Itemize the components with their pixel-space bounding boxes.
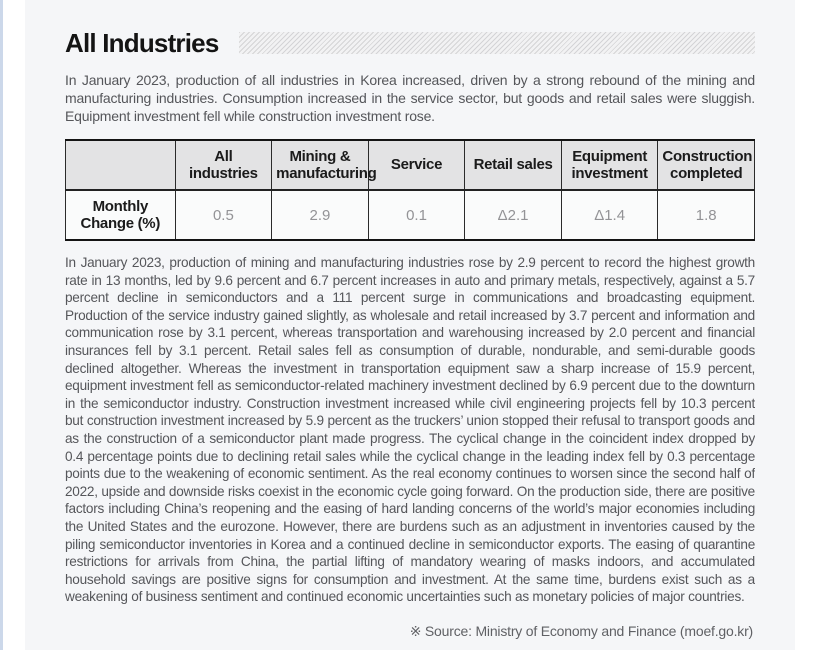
table-corner-cell bbox=[65, 139, 176, 191]
analysis-paragraph: In January 2023, production of mining an… bbox=[65, 255, 755, 605]
table-body: Monthly Change (%) 0.5 2.9 0.1 Δ2.1 Δ1.4… bbox=[65, 189, 755, 241]
table-header: All industries Mining & manufacturing Se… bbox=[65, 139, 755, 191]
table-row: Monthly Change (%) 0.5 2.9 0.1 Δ2.1 Δ1.4… bbox=[65, 189, 755, 241]
value-mining-manufacturing: 2.9 bbox=[271, 189, 369, 241]
report-content: All Industries In January 2023, producti… bbox=[65, 0, 755, 650]
col-header-equipment-investment: Equipment investment bbox=[560, 139, 659, 191]
value-all-industries: 0.5 bbox=[174, 189, 273, 241]
value-equipment-investment: Δ1.4 bbox=[560, 189, 659, 241]
col-header-retail-sales: Retail sales bbox=[464, 139, 562, 191]
col-header-all-industries: All industries bbox=[174, 139, 273, 191]
source-attribution: ※ Source: Ministry of Economy and Financ… bbox=[409, 623, 753, 639]
page-title: All Industries bbox=[65, 27, 219, 58]
value-construction-completed: 1.8 bbox=[657, 189, 755, 241]
row-label-monthly-change: Monthly Change (%) bbox=[65, 189, 176, 241]
col-header-mining-manufacturing: Mining & manufacturing bbox=[271, 139, 377, 191]
value-retail-sales: Δ2.1 bbox=[464, 189, 562, 241]
title-row: All Industries bbox=[65, 28, 755, 58]
report-page-panel: All Industries In January 2023, producti… bbox=[25, 0, 795, 650]
monthly-change-table: All industries Mining & manufacturing Se… bbox=[65, 139, 755, 241]
title-hatch-decoration bbox=[238, 32, 755, 54]
value-service: 0.1 bbox=[367, 189, 466, 241]
summary-paragraph: In January 2023, production of all indus… bbox=[65, 72, 755, 124]
col-header-construction-completed: Construction completed bbox=[657, 139, 755, 191]
page-edge-accent bbox=[0, 0, 3, 650]
col-header-service: Service bbox=[367, 139, 466, 191]
table-header-row: All industries Mining & manufacturing Se… bbox=[65, 139, 755, 191]
